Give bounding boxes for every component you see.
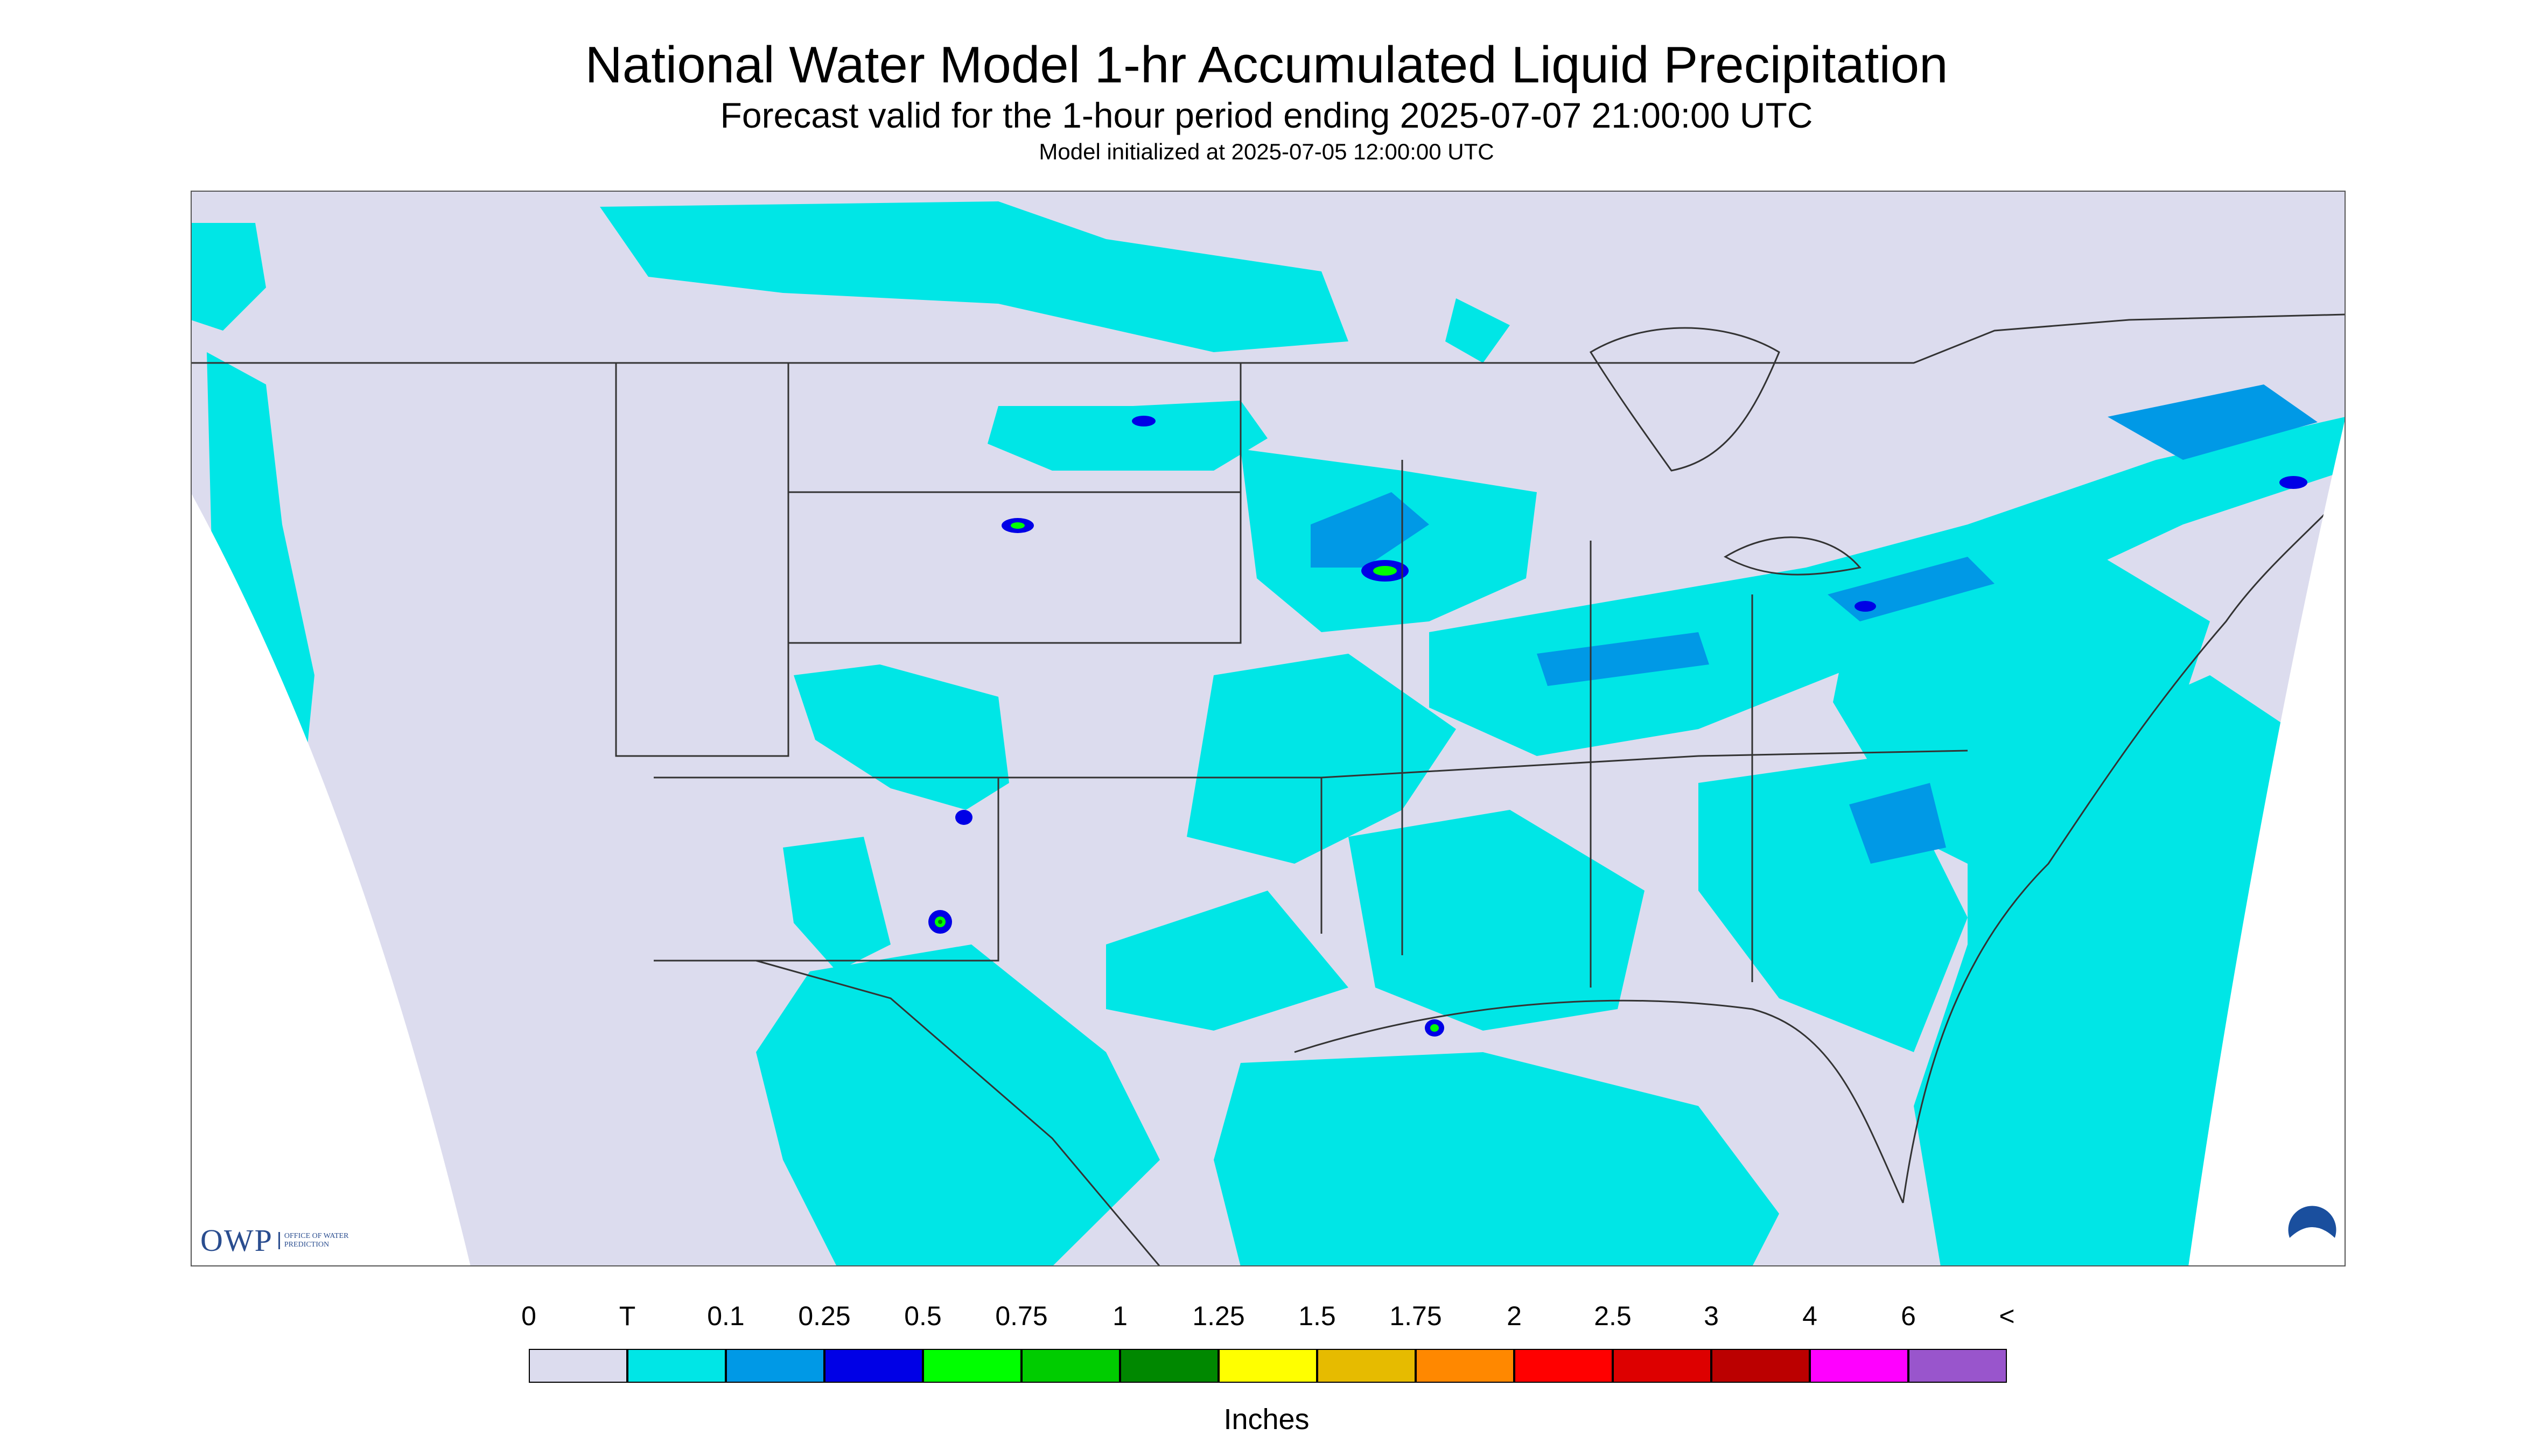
core-north-dakota — [1132, 416, 1156, 426]
legend-label: 0.1 — [707, 1301, 745, 1331]
precip-wisconsin-core — [1311, 492, 1429, 568]
us-canada-border — [191, 313, 2346, 364]
legend-label: 1.5 — [1298, 1301, 1336, 1331]
legend-label: T — [619, 1301, 636, 1331]
center-wisconsin — [1373, 566, 1397, 576]
precipitation-map — [191, 191, 2346, 1266]
precip-gulf-of-mexico — [1214, 1052, 1779, 1266]
precip-new-mexico — [783, 837, 891, 971]
dark-green-precip-centers — [938, 920, 942, 924]
legend-label: 1 — [1112, 1301, 1128, 1331]
legend-label: 1.25 — [1192, 1301, 1245, 1331]
legend-label: 3 — [1704, 1301, 1719, 1331]
noaa-logo — [2286, 1204, 2338, 1256]
state-lines-south — [1321, 750, 1968, 779]
precip-northern-mexico — [756, 944, 1160, 1266]
center-south-dakota — [1011, 522, 1025, 529]
precip-colorado — [794, 664, 1009, 810]
legend-label: 0.75 — [995, 1301, 1048, 1331]
legend-color-box — [627, 1349, 726, 1383]
legend-units: Inches — [1223, 1403, 1310, 1436]
great-lakes-outline — [1589, 327, 1780, 472]
model-init-line: Model initialized at 2025-07-05 12:00:00… — [1039, 139, 1494, 164]
legend-color-box — [1514, 1349, 1613, 1383]
precip-carolinas — [1849, 783, 1946, 864]
center-louisiana — [1430, 1024, 1439, 1032]
legend-label: 1.75 — [1389, 1301, 1442, 1331]
legend-label: 6 — [1901, 1301, 1916, 1331]
legend-color-box — [1021, 1349, 1120, 1383]
precip-missouri-arkansas — [1187, 654, 1456, 864]
legend-color-box — [1317, 1349, 1416, 1383]
lake-erie-outline — [1724, 536, 1862, 576]
legend-label: 4 — [1802, 1301, 1817, 1331]
atlantic-coastline — [1902, 492, 2346, 1203]
precip-canada-prairies — [600, 201, 1348, 352]
precip-lake-superior — [1445, 298, 1510, 363]
precip-western-atlantic — [1914, 675, 2291, 1266]
precip-pnw — [191, 223, 266, 331]
legend-color-box — [1219, 1349, 1317, 1383]
map-title: National Water Model 1-hr Accumulated Li… — [585, 36, 1948, 94]
boundary-lines — [191, 313, 2346, 1266]
legend-color-box — [1711, 1349, 1810, 1383]
legend-color-box — [923, 1349, 1021, 1383]
owp-logo: OWP Office of Water Prediction — [200, 1223, 349, 1258]
legend-label: 2.5 — [1594, 1301, 1632, 1331]
legend-label: 0.5 — [904, 1301, 942, 1331]
state-lines-southwest — [654, 776, 999, 962]
us-mexico-border — [755, 960, 1161, 1266]
legend-color-box — [1120, 1349, 1219, 1383]
legend-label: 0.25 — [798, 1301, 851, 1331]
legend-color-box — [726, 1349, 824, 1383]
legend-label: 2 — [1507, 1301, 1522, 1331]
precip-lower-mississippi — [1348, 810, 1645, 1031]
precip-new-england-band — [2108, 384, 2318, 460]
legend-label: < — [1999, 1301, 2015, 1331]
forecast-valid-subtitle: Forecast valid for the 1-hour period end… — [720, 95, 1813, 135]
core-colorado — [955, 810, 972, 825]
legend-color-box — [1613, 1349, 1711, 1383]
core-maine — [2279, 476, 2307, 489]
state-lines-west — [615, 363, 789, 757]
core-pennsylvania — [1855, 601, 1876, 612]
legend-color-box — [824, 1349, 923, 1383]
precip-ohio-band — [1537, 632, 1709, 686]
precip-north-texas — [1106, 891, 1348, 1031]
legend-color-box — [1908, 1349, 2007, 1383]
legend-color-box — [1810, 1349, 1908, 1383]
center-new-mexico-peak — [938, 920, 942, 924]
legend-color-box — [1416, 1349, 1514, 1383]
state-lines-central-plains — [788, 492, 1242, 644]
owp-logo-mark: OWP — [200, 1223, 273, 1258]
legend-label: 0 — [521, 1301, 536, 1331]
map-frame — [191, 191, 2346, 1266]
gulf-coastline — [1294, 999, 1904, 1203]
precip-north-dakota — [988, 401, 1268, 471]
legend-color-box — [529, 1349, 627, 1383]
owp-logo-subtext: Office of Water Prediction — [278, 1232, 349, 1249]
